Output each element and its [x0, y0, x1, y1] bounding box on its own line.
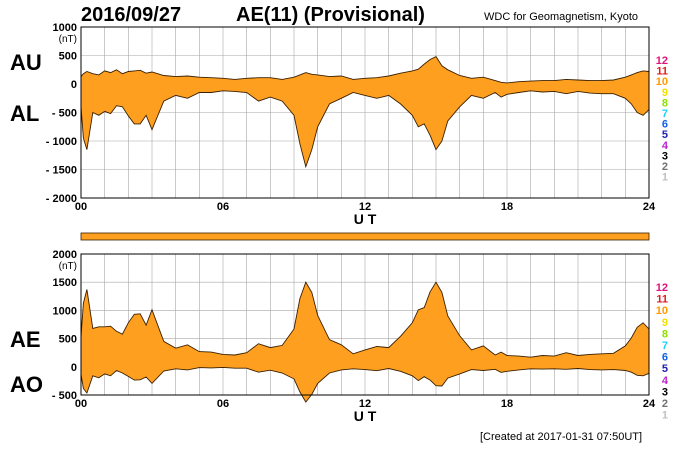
plot-frame	[80, 26, 650, 199]
station-legend-item: 2	[662, 161, 668, 173]
x-tick-label: 00	[75, 398, 87, 410]
y-tick-label: - 2000	[46, 193, 77, 205]
station-legend-item: 11	[656, 294, 668, 306]
ae-ao-panel: 2000 1500 1000 500 0 - 500 (nT) 00 06 12 18 24 U T	[52, 249, 656, 424]
y-tick-label: - 1500	[46, 165, 77, 177]
station-legend-item: 10	[656, 76, 668, 88]
y-unit-label: (nT)	[59, 34, 77, 45]
x-tick-label: 24	[643, 201, 656, 213]
x-tick-label: 00	[75, 201, 87, 213]
series-lower-ao	[80, 366, 650, 403]
y-tick-label: - 500	[52, 390, 77, 402]
x-axis-label: U T	[354, 408, 377, 424]
series-upper-ae	[80, 281, 650, 358]
date-title: 2016/09/27	[81, 4, 182, 26]
x-tick-label: 06	[217, 398, 229, 410]
y-tick-label: - 1000	[46, 136, 77, 148]
x-tick-label: 12	[359, 201, 371, 213]
station-legend-item: 2	[662, 398, 668, 410]
x-axis-label: U T	[354, 211, 377, 227]
station-legend-item: 11	[656, 66, 668, 78]
series-lower-al	[80, 90, 650, 169]
station-legend-item: 7	[662, 340, 668, 352]
y-tick-label: 500	[59, 334, 77, 346]
station-legend-item: 1	[662, 172, 668, 184]
station-legend-item: 6	[662, 352, 668, 364]
x-tick-label: 06	[217, 201, 229, 213]
station-legend-item: 8	[662, 328, 668, 340]
source-label: WDC for Geomagnetism, Kyoto	[484, 11, 639, 23]
y-tick-label: 500	[59, 51, 77, 63]
x-tick-label: 18	[501, 201, 513, 213]
station-legend-item: 3	[662, 150, 668, 162]
ae-label: AE	[10, 327, 41, 352]
plot-frame	[80, 253, 650, 396]
x-tick-label: 12	[359, 398, 371, 410]
ao-label: AO	[10, 372, 43, 397]
y-tick-label: 1000	[53, 22, 77, 34]
y-tick-label: 1000	[53, 305, 77, 317]
y-tick-label: 2000	[53, 249, 77, 261]
y-tick-label: 0	[71, 362, 77, 374]
al-label: AL	[10, 101, 40, 126]
created-timestamp: [Created at 2017-01-31 07:50UT]	[480, 431, 643, 443]
x-tick-label: 18	[501, 398, 513, 410]
band-fill	[81, 56, 649, 167]
station-legend-item: 8	[662, 97, 668, 109]
au-label: AU	[10, 50, 42, 75]
y-tick-label: 0	[71, 79, 77, 91]
station-legend-item: 1	[662, 410, 668, 422]
station-legend-item: 12	[656, 55, 668, 67]
station-legend-item: 4	[662, 140, 669, 152]
station-legend-item: 6	[662, 119, 668, 131]
station-legend-item: 10	[656, 305, 668, 317]
y-unit-label: (nT)	[59, 261, 77, 272]
divider-bar	[80, 232, 650, 241]
station-legend-item: 7	[662, 108, 668, 120]
station-legend-item: 5	[662, 129, 668, 141]
station-legend-item: 9	[662, 317, 668, 329]
station-legend-item: 9	[662, 87, 668, 99]
station-legend-item: 4	[662, 375, 669, 387]
station-legend-item: 3	[662, 386, 668, 398]
index-title: AE(11) (Provisional)	[236, 4, 425, 26]
station-legend-item: 12	[656, 282, 668, 294]
series-upper-au	[80, 56, 650, 84]
x-tick-label: 24	[643, 398, 656, 410]
y-tick-label: 1500	[53, 277, 77, 289]
station-legend-item: 5	[662, 363, 668, 375]
au-al-panel: 1000 500 0 - 500 - 1000 - 1500 - 2000 (nT) 00 06 1…	[46, 22, 656, 227]
y-tick-label: - 500	[52, 108, 77, 120]
